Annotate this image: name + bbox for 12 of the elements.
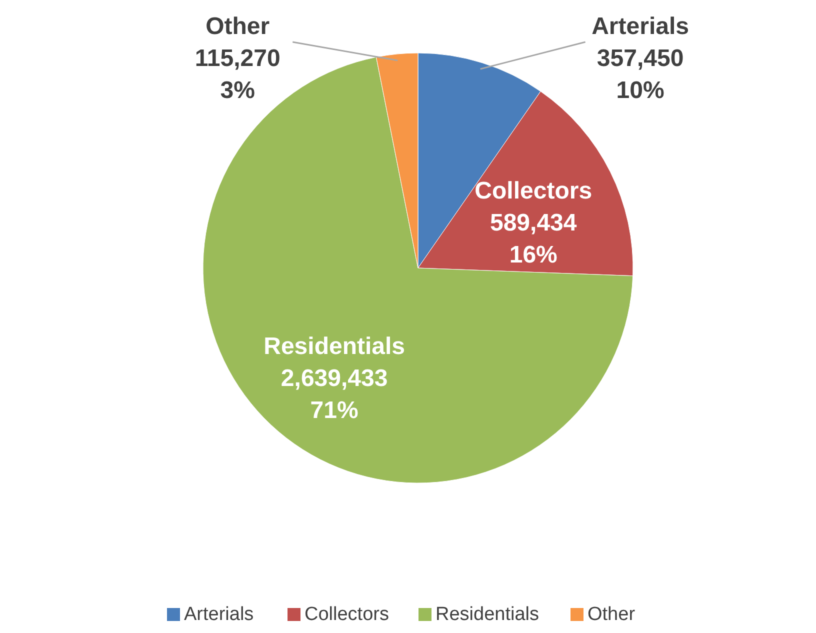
slice-label: Collectors: [474, 177, 592, 204]
data-label: 115,270 3%: [194, 45, 280, 104]
slice-label: Other: [206, 13, 270, 40]
legend-label: Other: [588, 604, 636, 625]
legend-label: Collectors: [304, 604, 389, 625]
data-label: 2,639,433 71%: [280, 365, 388, 424]
legend-label: Residentials: [436, 604, 539, 625]
data-label: 357,450 10%: [596, 45, 684, 104]
slice-label: Residentials: [264, 333, 406, 360]
legend-label: Arterials: [184, 604, 254, 625]
data-label: 589,434 16%: [490, 209, 578, 268]
slice-label: Arterials: [592, 13, 689, 40]
